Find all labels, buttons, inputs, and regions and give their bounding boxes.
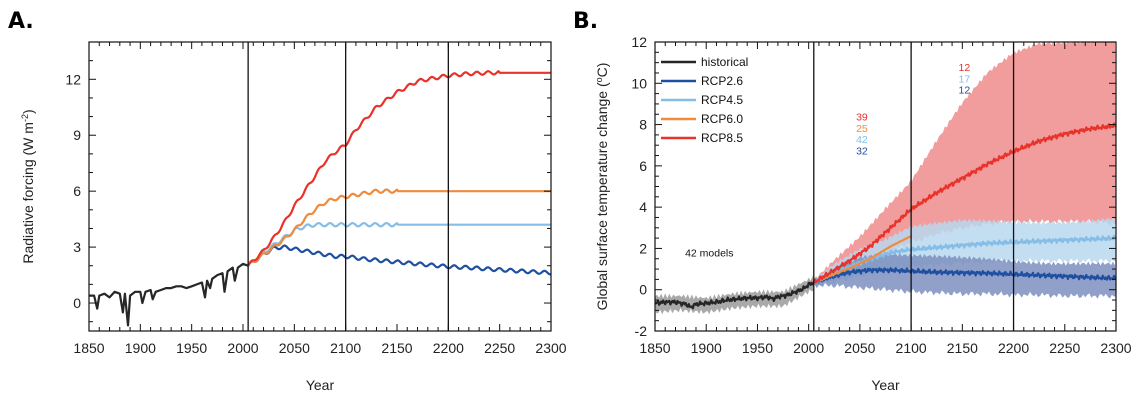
x-tick-label: 2050 — [844, 340, 875, 356]
y-axis-title-tail: ) — [20, 109, 36, 114]
plot-frame — [88, 41, 552, 332]
y-axis-title-tail: C) — [594, 63, 610, 78]
y-tick-label: 10 — [631, 75, 647, 91]
x-tick-label: 2300 — [535, 340, 566, 356]
y-tick-label: 0 — [73, 295, 81, 311]
x-tick-label: 1850 — [639, 340, 670, 356]
y-tick-label: 6 — [73, 183, 81, 199]
x-tick-label: 2250 — [1049, 340, 1080, 356]
panel-b-temperature-change: B.1850 1900 1950 2000 2050 2100 2150 2200 2250 23… — [573, 9, 1132, 393]
x-tick-label: 2250 — [484, 340, 515, 356]
panel-label: A. — [8, 9, 34, 34]
series-line-historical — [89, 262, 249, 327]
x-tick-label: 1950 — [742, 340, 773, 356]
legend-label-rcp26: RCP2.6 — [701, 74, 743, 88]
y-tick-label: 9 — [73, 127, 81, 143]
legend-label-rcp60: RCP6.0 — [701, 112, 743, 126]
panel-a-radiative-forcing: A. 1850 1900 1950 2000 2050 2100 2150 2200 2250 23… — [8, 9, 567, 393]
y-tick-label: 4 — [639, 199, 647, 215]
x-tick-label: 2300 — [1100, 340, 1131, 356]
y-axis-title: Radiative forcing (W m-2) — [20, 109, 36, 263]
series-line-rcp26 — [247, 244, 551, 276]
plot-area — [89, 70, 551, 327]
series-line-rcp60 — [247, 188, 551, 267]
x-axis-title: Year — [306, 377, 335, 393]
series-line-rcp26 — [812, 267, 1116, 284]
x-tick-label: 2150 — [947, 340, 978, 356]
legend-label-rcp45: RCP4.5 — [701, 93, 743, 107]
x-tick-label: 2150 — [381, 340, 412, 356]
y-axis-title-main: Radiative forcing (W m — [20, 122, 36, 264]
x-tick-label: 1900 — [125, 340, 156, 356]
y-axis-title-superscript: -2 — [20, 114, 30, 122]
annotation: 25 — [856, 123, 868, 135]
y-tick-label: 8 — [639, 117, 647, 133]
y-tick-label: 2 — [639, 240, 647, 256]
y-tick-label: 0 — [639, 282, 647, 298]
series-line-rcp45 — [247, 222, 551, 267]
y-axis-title-superscript: o — [594, 77, 604, 82]
series-line-rcp85 — [812, 122, 1116, 284]
series-line-historical — [655, 281, 815, 310]
annotation: 12 — [959, 85, 971, 97]
x-axis-title: Year — [871, 377, 900, 393]
y-tick-label: 3 — [73, 239, 81, 255]
y-tick-label: 12 — [65, 71, 81, 87]
y-axis-title-main: Global surface temperature change ( — [594, 82, 610, 310]
y-axis-title: Global surface temperature change (oC) — [594, 63, 610, 311]
band-rcp85 — [813, 42, 1116, 288]
x-tick-label: 2100 — [330, 340, 361, 356]
y-tick-label: -2 — [635, 323, 648, 339]
x-tick-label: 2100 — [896, 340, 927, 356]
series-line-rcp60 — [813, 235, 912, 284]
annotation: 42 — [856, 134, 868, 146]
plot-area — [655, 42, 1116, 315]
annotation: 39 — [856, 111, 868, 123]
annotation: 12 — [959, 62, 971, 74]
y-tick-label: 12 — [631, 34, 647, 50]
legend: historical RCP2.6 RCP4.5 RCP6.0 RCP8.5 — [661, 55, 748, 145]
legend-label-historical: historical — [701, 55, 748, 69]
annotation: 42 models — [685, 248, 733, 260]
x-tick-label: 2000 — [793, 340, 824, 356]
x-tick-label: 2200 — [998, 340, 1029, 356]
annotation: 32 — [856, 146, 868, 158]
series-line-rcp85 — [247, 70, 551, 267]
annotation: 17 — [959, 73, 971, 85]
y-tick-label: 6 — [639, 158, 647, 174]
panel-label: B. — [573, 9, 598, 34]
x-tick-label: 1950 — [176, 340, 207, 356]
legend-label-rcp85: RCP8.5 — [701, 131, 743, 145]
x-tick-label: 1900 — [691, 340, 722, 356]
x-tick-label: 2050 — [279, 340, 310, 356]
x-tick-label: 2000 — [227, 340, 258, 356]
x-tick-label: 1850 — [73, 340, 104, 356]
x-tick-label: 2200 — [433, 340, 464, 356]
